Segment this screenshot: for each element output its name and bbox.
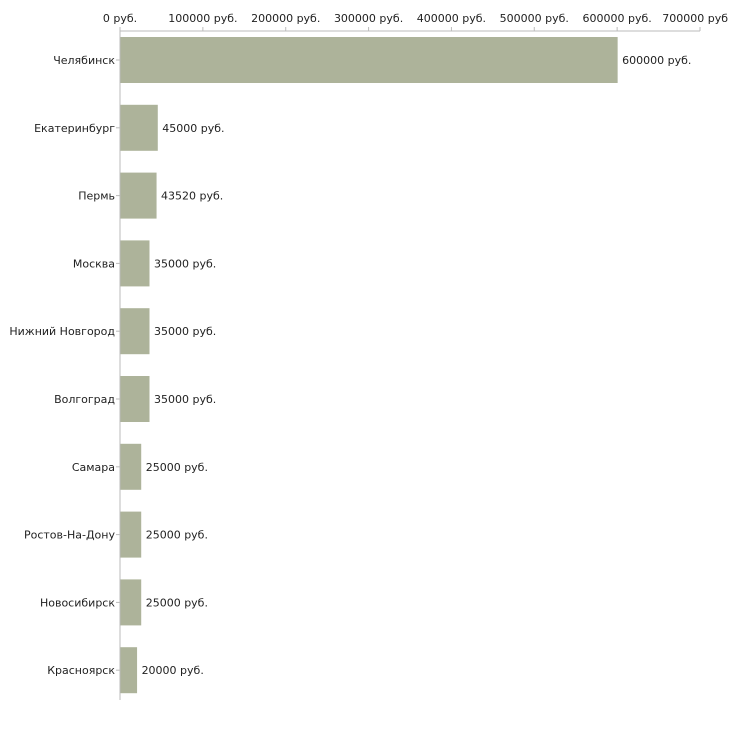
category-label: Нижний Новгород (9, 325, 115, 338)
bar (120, 376, 150, 422)
category-label: Екатеринбург (34, 122, 115, 135)
data-label: 35000 руб. (154, 257, 216, 270)
value-labels: 600000 руб. 45000 руб. 43520 руб. 35000 руб… (142, 54, 692, 677)
bar (120, 37, 618, 83)
bar (120, 511, 142, 558)
bar (120, 443, 142, 490)
data-label: 45000 руб. (162, 122, 224, 135)
bars (120, 37, 618, 694)
x-tick-label: 400000 руб. (417, 12, 486, 25)
category-label: Самара (72, 461, 115, 474)
category-label: Ростов-На-Дону (24, 529, 115, 542)
data-label: 25000 руб. (146, 596, 208, 609)
axes (116, 30, 700, 700)
category-label: Пермь (78, 190, 115, 203)
category-label: Челябинск (53, 54, 115, 67)
bar (120, 240, 150, 287)
bar (120, 172, 157, 219)
bar (120, 647, 138, 694)
category-label: Красноярск (47, 664, 115, 677)
x-tick-label: 300000 руб. (334, 12, 403, 25)
data-label: 43520 руб. (161, 190, 223, 203)
x-tick-label: 200000 руб. (251, 12, 320, 25)
data-label: 25000 руб. (146, 529, 208, 542)
x-tick-label: 100000 руб. (168, 12, 237, 25)
bar (120, 104, 158, 151)
category-labels: Челябинск Екатеринбург Пермь Москва Нижний Н… (9, 54, 115, 677)
x-tick-label: 600000 руб. (583, 12, 652, 25)
data-label: 20000 руб. (142, 664, 204, 677)
x-tick-label: 500000 руб. (500, 12, 569, 25)
x-axis-ticks: 0 руб. 100000 руб. 200000 руб. 300000 руб. 4… (103, 12, 728, 31)
category-label: Новосибирск (40, 596, 115, 609)
data-label: 25000 руб. (146, 461, 208, 474)
x-tick-label: 0 руб. (103, 12, 137, 25)
bar (120, 579, 142, 626)
category-label: Москва (73, 257, 115, 270)
data-label: 600000 руб. (622, 54, 691, 67)
category-label: Волгоград (54, 393, 115, 406)
data-label: 35000 руб. (154, 325, 216, 338)
data-label: 35000 руб. (154, 393, 216, 406)
x-tick-label: 700000 руб (662, 12, 728, 25)
bar (120, 308, 150, 355)
